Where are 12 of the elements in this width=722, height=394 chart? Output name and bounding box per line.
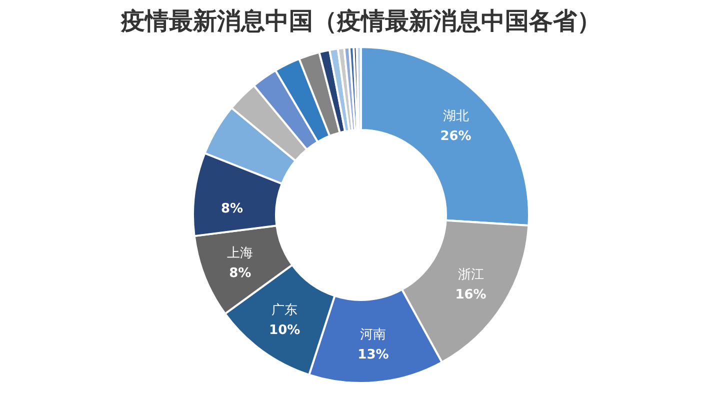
data-label: 8% <box>220 202 244 217</box>
slice-label: 浙江 <box>458 268 484 283</box>
slice-label: 湖北 <box>442 109 469 124</box>
slice-label: 上海 <box>227 246 254 261</box>
data-label: 8% <box>229 266 252 281</box>
data-label: 10% <box>269 323 300 338</box>
slice-label: 河南 <box>360 327 386 342</box>
slice-label: 广东 <box>272 303 298 318</box>
data-label: 16% <box>455 288 486 303</box>
data-label: 13% <box>358 347 389 362</box>
data-label: 26% <box>440 129 472 144</box>
chart-title: 疫情最新消息中国（疫情最新消息中国各省） <box>120 7 601 35</box>
